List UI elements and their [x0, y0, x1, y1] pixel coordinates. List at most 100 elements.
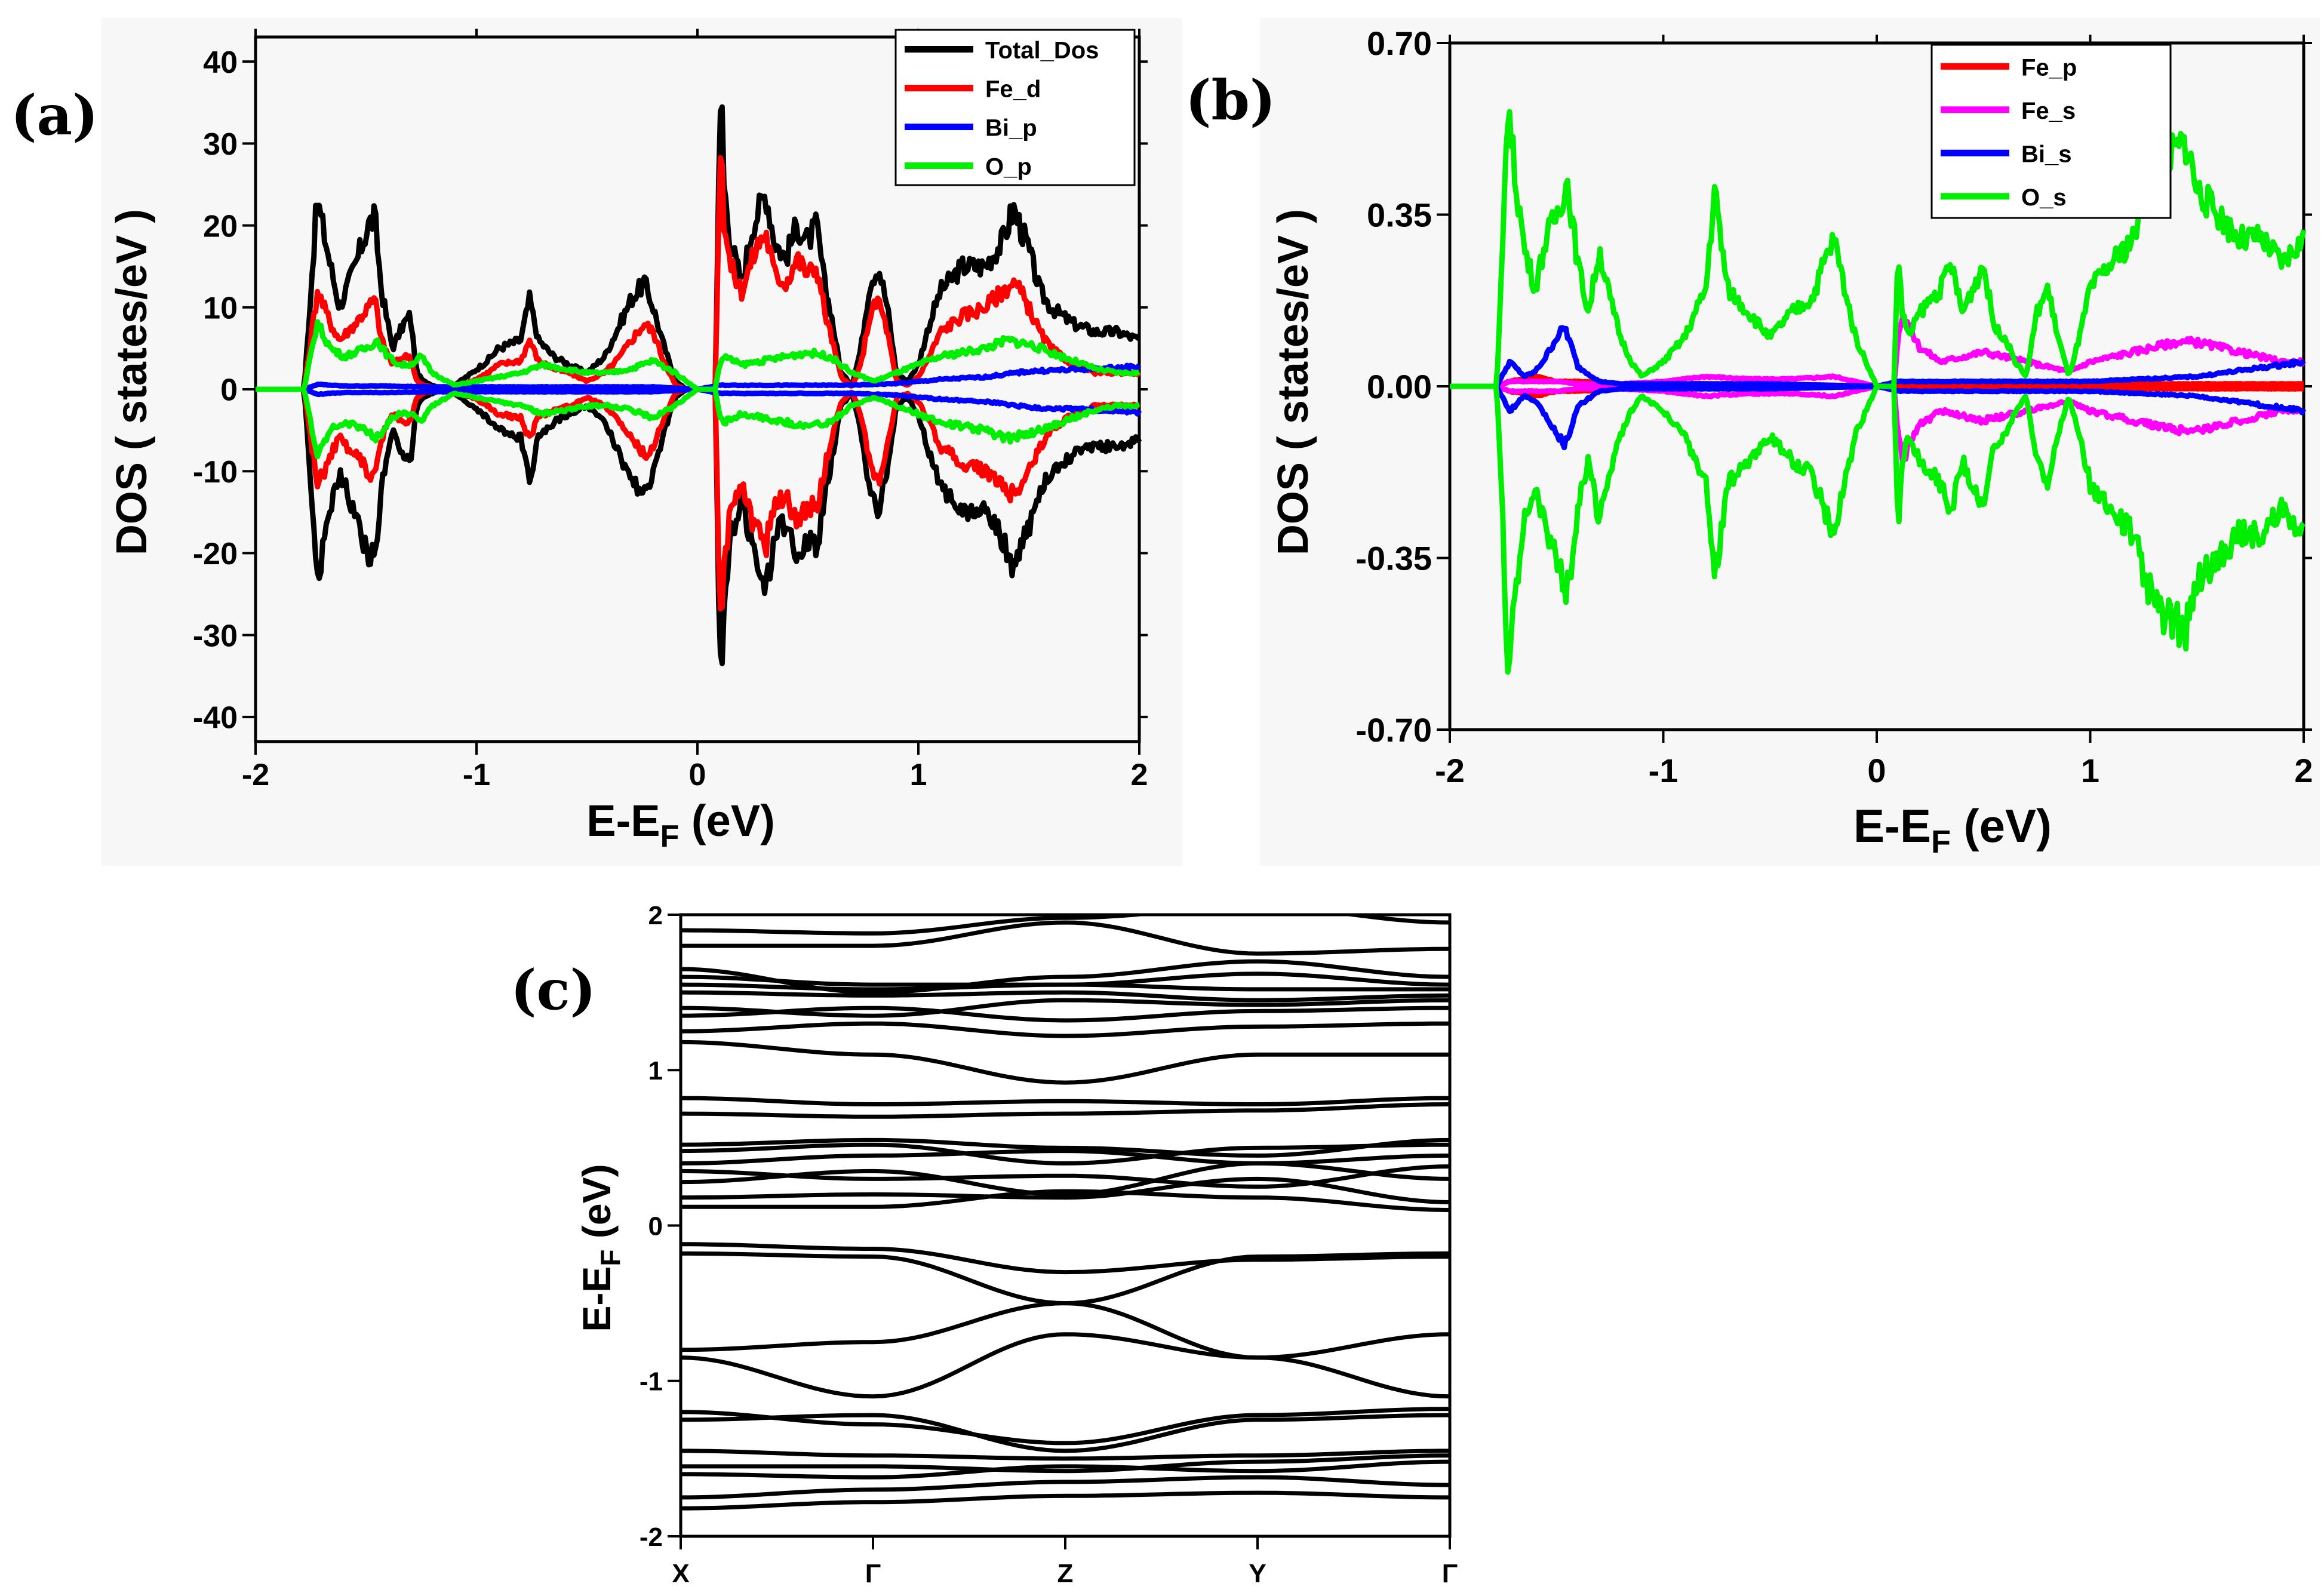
panel-c-band-line	[681, 971, 1450, 987]
panel-a-y-tick-label: 30	[203, 127, 238, 162]
panel-b-x-tick-label: -2	[1435, 752, 1465, 789]
panel-c-ylabel-sub: F	[595, 1249, 626, 1266]
panel-c-y-tick-label: 0	[648, 1211, 663, 1241]
panel-a-x-tick-label: 2	[1131, 758, 1148, 792]
panel-a-y-tick-label: 20	[203, 209, 238, 244]
panel-b-xlabel-main: E-E	[1853, 799, 1931, 852]
panel-a-x-axis-title: E-EF (eV)	[586, 796, 774, 854]
panel-a-legend-box	[894, 29, 1136, 186]
panel-a-xlabel-main: E-E	[586, 796, 660, 845]
panel-a-y-tick-label: -30	[193, 619, 238, 653]
panel-c-band-line	[681, 1332, 1450, 1399]
panel-b-legend-box	[1930, 44, 2172, 219]
panel-c-band-line	[681, 1413, 1450, 1453]
panel-b-y-tick-label: -0.35	[1355, 540, 1432, 577]
panel-c-band-line	[681, 1149, 1450, 1166]
panel-b-legend-label-o-s: O_s	[2021, 184, 2067, 211]
panel-c-band-line	[681, 1164, 1450, 1189]
panel-c-band-line	[681, 1040, 1450, 1085]
panel-c-y-axis-title: E-EF (eV)	[574, 1164, 626, 1331]
panel-b-y-tick-label: -0.70	[1355, 711, 1432, 749]
panel-c-band-line	[681, 1176, 1450, 1204]
panel-c-band-line	[681, 959, 1450, 995]
panel-a-xlabel-sub: F	[660, 819, 680, 854]
panel-b-ticks: -2 -1 0 1 2 -0.70 -0.35 0.00 0.35 0.70	[1355, 24, 2313, 789]
panel-b-legend-label-fe-s: Fe_s	[2021, 98, 2076, 124]
panel-a-y-tick-label: -10	[193, 455, 238, 490]
panel-c-bands	[681, 915, 1450, 1511]
panel-c-band-line	[681, 1459, 1450, 1480]
panel-b-legend: Fe_p Fe_s Bi_s O_s	[1930, 44, 2172, 219]
panel-c-band-line	[681, 1407, 1450, 1446]
panel-a-x-tick-label: 0	[689, 758, 706, 792]
panel-b-y-tick-label: 0.70	[1367, 24, 1432, 62]
panel-c-band-line	[681, 1475, 1450, 1500]
panel-c-band-line	[681, 1301, 1450, 1360]
panel-b-x-tick-label: 2	[2294, 752, 2313, 789]
panel-b-legend-label-bi-s: Bi_s	[2021, 141, 2072, 167]
panel-b-x-tick-label: 1	[2081, 752, 2099, 789]
panel-c-band-line	[681, 1005, 1450, 1023]
panel-c-band-line	[681, 920, 1450, 956]
panel-a-xlabel-suffix: (eV)	[679, 796, 774, 845]
panel-a-legend-label-total-dos: Total_Dos	[985, 38, 1099, 64]
panel-a-o-p-spin-down-line	[254, 386, 1140, 460]
panel-c-band-line	[681, 1161, 1450, 1197]
panel-b-x-axis-title: E-EF (eV)	[1853, 799, 2052, 860]
panel-b-dos-chart: (b) -2 -1 0 1 2 -0.70 -0.35 0.00 0.35 0.70 E-EF (…	[1185, 18, 2320, 866]
panel-b-xlabel-suffix: (eV)	[1951, 799, 2052, 852]
panel-a-y-tick-label: 0	[220, 373, 238, 408]
panel-c-band-line	[681, 1242, 1450, 1275]
panel-b-legend-label-fe-p: Fe_p	[2021, 54, 2077, 81]
panel-c-label: (c)	[511, 958, 596, 1022]
panel-a-y-tick-label: 10	[203, 291, 238, 326]
panel-c-x-tick-label: Γ	[1442, 1559, 1458, 1588]
panel-a-x-tick-label: -1	[463, 758, 490, 792]
panel-c-band-line	[681, 1251, 1450, 1306]
panel-a-y-axis-title: DOS ( states/eV )	[108, 209, 156, 555]
panel-c-band-line	[681, 1189, 1450, 1212]
panel-c-band-line	[681, 1453, 1450, 1474]
panel-c-band-line	[681, 990, 1450, 1003]
panel-b-series	[1449, 109, 2307, 675]
panel-c-band-group	[681, 915, 1450, 1511]
panel-b-x-tick-label: 0	[1867, 752, 1886, 789]
panel-c-band-line	[681, 998, 1450, 1018]
panel-c-x-tick-label: Γ	[865, 1559, 881, 1588]
panel-a-y-tick-label: -40	[193, 701, 238, 736]
panel-a-x-tick-label: -2	[242, 758, 269, 792]
panel-b-xlabel-sub: F	[1931, 824, 1951, 860]
panel-b-y-tick-label: 0.35	[1367, 196, 1432, 234]
panel-c-band-line	[681, 1102, 1450, 1119]
panel-a-legend-label-bi-p: Bi_p	[985, 115, 1037, 142]
panel-a-series	[254, 104, 1142, 666]
panel-a-legend: Total_Dos Fe_d Bi_p O_p	[894, 29, 1136, 186]
panel-a-x-tick-label: 1	[910, 758, 927, 792]
panel-a-legend-label-fe-d: Fe_d	[985, 76, 1041, 103]
panel-c-band-line	[681, 1021, 1450, 1038]
panel-c-band-line	[681, 1142, 1450, 1166]
panel-b-y-axis-title: DOS ( states/eV )	[1269, 209, 1317, 555]
panel-c-ylabel-main: E-E	[574, 1266, 619, 1332]
panel-c-ticks: X Γ Z Y Γ -2 -1 0 1 2	[640, 901, 1458, 1588]
panel-c-y-tick-label: -1	[640, 1367, 663, 1397]
panel-c-x-tick-label: X	[672, 1559, 689, 1588]
panel-c-y-tick-label: -2	[640, 1523, 663, 1552]
panel-c-band-line	[681, 1490, 1450, 1511]
panel-c-y-tick-label: 2	[648, 901, 663, 930]
panel-a-y-tick-label: 40	[203, 45, 238, 80]
panel-c-band-line	[681, 1449, 1450, 1461]
panel-c-x-tick-label: Y	[1249, 1559, 1266, 1588]
panel-b-label: (b)	[1185, 68, 1275, 133]
panel-c-y-tick-label: 1	[648, 1056, 663, 1085]
panel-c-band-structure: (c) X Γ Z Y Γ -2 -1 0 1 2 E-EF (eV)	[511, 901, 1458, 1588]
panel-b-o-s-spin-down-line	[1449, 383, 2306, 675]
panel-c-x-tick-label: Z	[1057, 1559, 1074, 1588]
panel-b-x-tick-label: -1	[1649, 752, 1679, 789]
panel-c-ylabel-suffix: (eV)	[574, 1164, 619, 1249]
panel-c-band-line	[681, 1137, 1450, 1158]
panel-b-y-tick-label: 0.00	[1367, 368, 1432, 405]
